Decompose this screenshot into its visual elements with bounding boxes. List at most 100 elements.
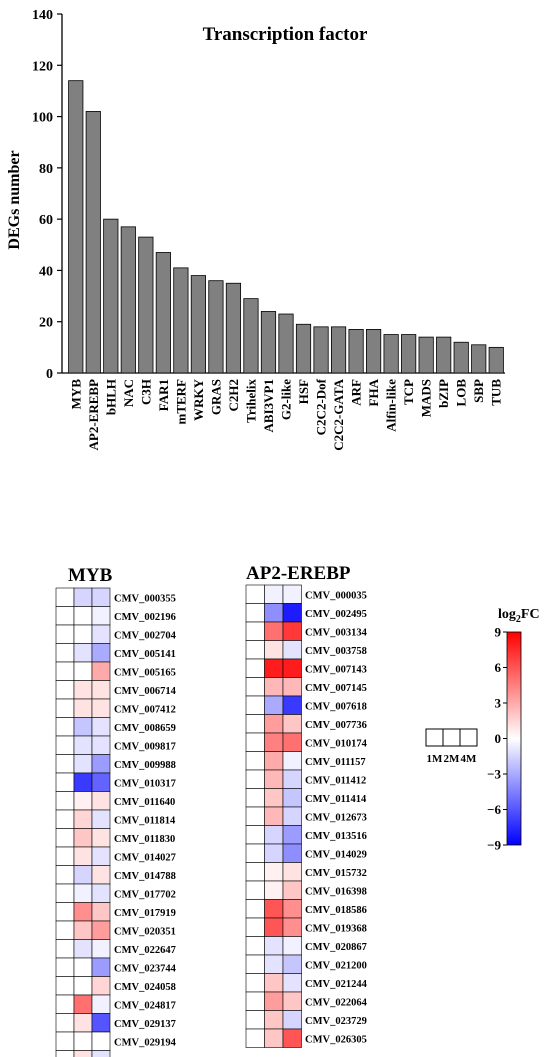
y-axis-ticks: 0 20 40 60 80 100 120 140 (32, 8, 62, 382)
gene-label: CMV_026305 (305, 1034, 367, 1045)
heatmap-cell (245, 621, 265, 641)
heatmap-cell (73, 661, 93, 681)
x-tick-label: C2C2-Dof (314, 378, 329, 435)
heatmap-cell (73, 1031, 93, 1051)
heatmap-cell (282, 899, 302, 919)
gene-label: CMV_006714 (114, 686, 177, 697)
heatmap-cell (264, 991, 284, 1011)
column-key-label-2m: 2M (444, 753, 461, 765)
gene-label: CMV_029194 (114, 1037, 177, 1048)
heatmap-cell (55, 624, 75, 644)
heatmap-cell (282, 843, 302, 863)
bar (295, 323, 312, 374)
heatmap-cell (264, 584, 284, 604)
x-tick-label: C3H (138, 379, 153, 405)
heatmap-cell (55, 902, 75, 922)
bar (120, 226, 136, 374)
x-tick-label: ARF (349, 379, 364, 406)
heatmap-cell (73, 772, 93, 792)
heatmap-cell (73, 939, 93, 959)
x-tick-label: AP2-EREBP (86, 379, 101, 451)
gene-label: CMV_002495 (305, 609, 367, 620)
heatmap-cell (55, 957, 75, 977)
gene-label: CMV_005165 (114, 667, 176, 678)
bar (155, 252, 171, 374)
gene-label: CMV_021244 (305, 979, 368, 990)
y-tick-label: 60 (39, 213, 53, 228)
heatmap-cell (73, 976, 93, 996)
gene-label: CMV_017702 (114, 889, 176, 900)
heatmap-cell (245, 991, 265, 1011)
heatmap-cell (55, 791, 75, 811)
bar-chart: Transcription factor DEGs number 0 20 40 60… (6, 8, 505, 451)
myb-gene-labels: CMV_000355 CMV_002196 CMV_002704 CMV_005141… (114, 593, 177, 1057)
bar (453, 341, 469, 374)
heatmap-cell (264, 806, 284, 826)
heatmap-cell (245, 788, 265, 808)
bar (190, 275, 206, 374)
y-tick-label: 100 (32, 111, 53, 126)
heatmap-cell (55, 865, 75, 885)
heatmap-cell (73, 698, 93, 718)
y-tick-label: 40 (39, 264, 53, 279)
y-tick-label: 140 (32, 8, 53, 23)
heatmap-cell (73, 606, 93, 626)
heatmap-cell (245, 677, 265, 697)
heatmap-cell (73, 791, 93, 811)
x-tick-label: C2H2 (226, 379, 241, 412)
heatmap-cell (55, 828, 75, 848)
ap2-erebp-heatmap-title: AP2-EREBP (246, 563, 351, 584)
gene-label: CMV_020351 (114, 926, 176, 937)
x-tick-label: NAC (121, 379, 136, 407)
heatmap-cell (282, 732, 302, 752)
color-scale-title-base: log (498, 607, 516, 622)
heatmap-cell (264, 843, 284, 863)
myb-heatmap-title: MYB (68, 565, 113, 586)
heatmap-cell (264, 825, 284, 845)
heatmap-cell (264, 640, 284, 660)
gene-label: CMV_011640 (114, 797, 175, 808)
heatmap-cell (55, 939, 75, 959)
heatmap-cell (264, 695, 284, 715)
gene-label: CMV_005141 (114, 649, 176, 660)
bar (383, 334, 399, 374)
column-key: 1M 2M 4M (425, 728, 478, 765)
bar (225, 282, 242, 374)
gene-label: CMV_019368 (305, 923, 367, 934)
heatmap-cell (245, 806, 265, 826)
y-tick-label: 120 (32, 59, 53, 74)
gene-label: CMV_023729 (305, 1016, 367, 1027)
heatmap-cell (282, 603, 302, 623)
gene-label: CMV_016398 (305, 886, 367, 897)
heatmap-cell (245, 714, 265, 734)
x-tick-label: ABI3VP1 (261, 379, 276, 432)
bar (330, 326, 347, 374)
heatmap-cell (91, 698, 111, 718)
heatmap-cell (73, 883, 93, 903)
x-tick-label: LOB (454, 379, 469, 407)
heatmap-cell (91, 661, 111, 681)
heatmap-cell (264, 973, 284, 993)
heatmap-cell (282, 640, 302, 660)
heatmap-cell (282, 788, 302, 808)
gene-label: CMV_030347 (114, 1056, 176, 1057)
heatmap-cell (245, 584, 265, 604)
heatmap-cell (55, 809, 75, 829)
heatmap-cell (282, 677, 302, 697)
ap2-erebp-heatmap-cells (245, 584, 302, 1048)
heatmap-cell (73, 809, 93, 829)
heatmap-cell (73, 846, 93, 866)
heatmap-cell (245, 973, 265, 993)
y-tick-label: 80 (39, 162, 53, 177)
gene-label: CMV_010317 (114, 778, 176, 789)
gene-label: CMV_012673 (305, 812, 367, 823)
gene-label: CMV_002196 (114, 612, 176, 623)
heatmap-cell (264, 917, 284, 937)
heatmap-cell (245, 1028, 265, 1048)
heatmap-cell (282, 991, 302, 1011)
bar (173, 267, 189, 374)
gene-label: CMV_007412 (114, 704, 176, 715)
x-tick-label: C2C2-GATA (331, 378, 346, 450)
heatmap-cell (282, 806, 302, 826)
gene-label: CMV_011414 (305, 794, 367, 805)
